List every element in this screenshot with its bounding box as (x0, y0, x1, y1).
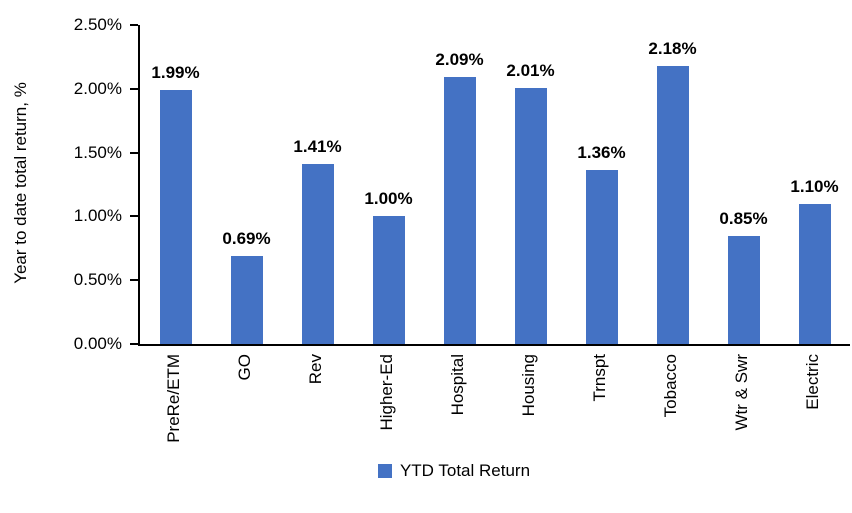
x-category-label: PreRe/ETM (163, 354, 183, 443)
x-category-cell: PreRe/ETM (138, 354, 209, 454)
x-category-cell: Electric (777, 354, 848, 454)
bar-value-label: 2.09% (435, 50, 484, 70)
x-category-cell: Tobacco (635, 354, 706, 454)
bar (585, 170, 618, 344)
x-axis-labels: PreRe/ETM GO Rev Higher-Ed Hospital Housing Tr… (138, 354, 848, 454)
bar (301, 164, 334, 344)
x-category-label: Tobacco (660, 354, 680, 418)
x-category-label: Hospital (447, 354, 467, 416)
y-tick (130, 215, 138, 218)
y-tick-label: 1.50% (73, 142, 122, 162)
legend-swatch-icon (377, 464, 392, 478)
x-category-cell: Rev (280, 354, 351, 454)
x-category-label: Wtr & Swr (731, 354, 751, 431)
plot-area: 1.99% 0.69% 1.41% 1.00% 2.09% 2.01% 1.36% 2.18%… (138, 25, 850, 346)
legend-label: YTD Total Return (399, 461, 531, 480)
bar-value-label: 1.41% (293, 137, 342, 157)
y-tick-label: 2.50% (73, 15, 122, 34)
bar (514, 87, 547, 344)
y-axis-title: Year to date total return, % (11, 82, 30, 284)
y-tick-label: 1.00% (73, 206, 122, 226)
bar-value-label: 2.18% (648, 38, 697, 58)
y-tick (130, 343, 138, 345)
y-tick-label: 2.00% (73, 78, 122, 98)
bar (798, 203, 831, 344)
y-tick-label: 0.00% (73, 334, 122, 353)
x-category-cell: GO (209, 354, 280, 454)
y-tick (130, 24, 138, 26)
y-tick (130, 279, 138, 282)
x-category-cell: Higher-Ed (351, 354, 422, 454)
x-category-cell: Trnspt (564, 354, 635, 454)
bar-value-label: 0.85% (719, 208, 768, 228)
bar-value-label: 2.01% (506, 60, 555, 80)
bar (656, 65, 689, 344)
x-category-label: Trnspt (589, 354, 609, 402)
bar-value-label: 1.36% (577, 143, 626, 163)
bar (159, 90, 192, 344)
y-tick-label: 0.50% (73, 270, 122, 290)
bar (443, 77, 476, 344)
bar (230, 255, 263, 344)
x-category-label: Rev (305, 354, 325, 385)
bar-value-label: 1.10% (790, 176, 839, 196)
bar (727, 235, 760, 344)
x-category-label: Electric (802, 354, 822, 410)
bar-value-label: 1.00% (364, 189, 413, 209)
bar-value-label: 0.69% (222, 228, 271, 248)
x-category-label: GO (234, 354, 254, 381)
bar-value-label: 1.99% (151, 63, 200, 83)
bar (372, 216, 405, 344)
y-tick (130, 151, 138, 154)
x-category-label: Housing (518, 354, 538, 417)
x-category-cell: Hospital (422, 354, 493, 454)
y-tick (130, 87, 138, 90)
x-category-cell: Housing (493, 354, 564, 454)
legend: YTD Total Return (28, 461, 852, 481)
x-category-label: Higher-Ed (376, 354, 396, 431)
x-category-cell: Wtr & Swr (706, 354, 777, 454)
